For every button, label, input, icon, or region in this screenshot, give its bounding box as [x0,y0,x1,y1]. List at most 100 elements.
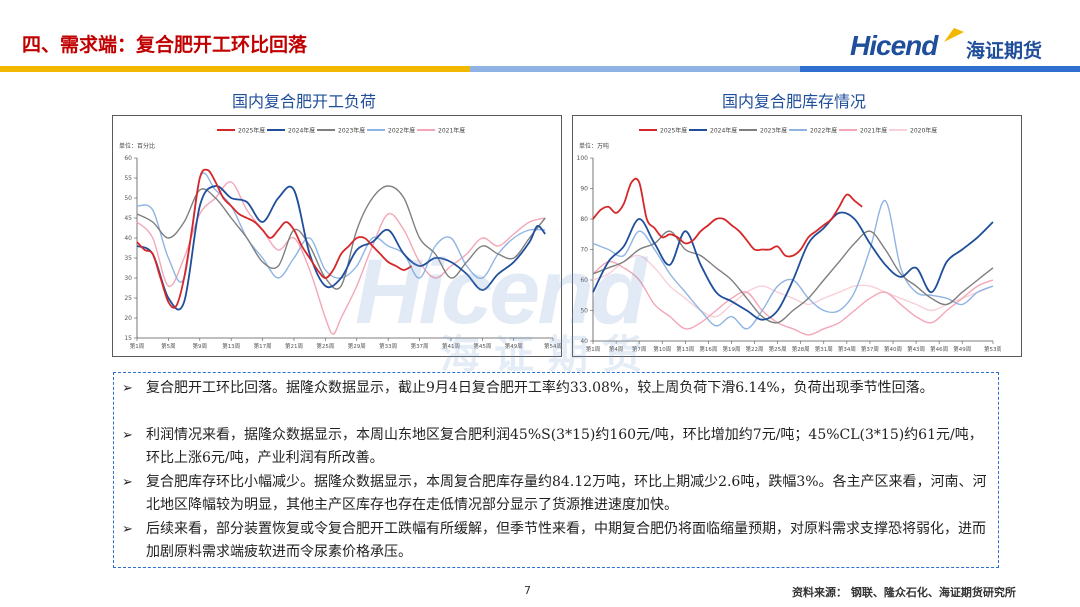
logo-flag-icon [944,28,964,42]
bullet-text: 利润情况来看，据隆众数据显示，本周山东地区复合肥利润45%S(3*15)约160… [146,427,983,466]
x-tick-label: 第7周 [632,345,647,353]
y-tick-label: 55 [124,175,132,182]
legend-label: 2021年度 [438,127,465,135]
arrow-bullet-icon: ➢ [122,475,133,490]
legend-label: 2023年度 [760,127,787,135]
arrow-bullet-icon: ➢ [122,428,133,443]
y-tick-label: 80 [580,216,588,223]
x-tick-label: 第5周 [161,342,176,350]
chart-operating-rate: 单位：百分比 2025年度 2024年度 2023年度 2022年度 2021年度 15 20… [119,127,561,351]
legend-label: 2022年度 [810,127,837,135]
x-tick-label: 第29周 [348,342,366,350]
header-rule-segment [0,66,210,72]
y-tick-label: 100 [577,155,589,162]
x-tick-label: 第16周 [699,345,717,353]
x-tick-label: 第45周 [473,342,491,350]
page-title: 四、需求端：复合肥开工环比回落 [22,34,308,56]
x-tick-label: 第37周 [411,342,429,350]
x-tick-label: 第22周 [746,345,764,353]
y-tick-label: 40 [580,338,588,345]
x-tick-label: 第17周 [254,342,272,350]
legend-label: 2022年度 [388,127,415,135]
x-tick-label: 第28周 [792,345,810,353]
x-tick-label: 第49周 [953,345,971,353]
x-tick-label: 第54周 [544,342,561,350]
source-note: 资料来源： 钢联、隆众石化、海证期货研究所 [792,586,1016,599]
legend-label: 2023年度 [338,127,365,135]
y-tick-label: 25 [124,295,132,302]
bullet-text: 后续来看，部分装置恢复或令复合肥开工跌幅有所缓解，但季节性来看，中期复合肥仍将面… [146,521,986,560]
x-tick-label: 第46周 [930,345,948,353]
x-tick-label: 第41周 [442,342,460,350]
x-tick-label: 第33周 [379,342,397,350]
bullet-item: ➢ 利润情况来看，据隆众数据显示，本周山东地区复合肥利润45%S(3*15)约1… [122,424,992,470]
y-tick-label: 45 [124,215,132,222]
arrow-bullet-icon: ➢ [122,522,133,537]
x-tick-label: 第37周 [861,345,879,353]
series-line [592,254,994,318]
legend-label: 2025年度 [660,127,687,135]
x-tick-label: 第13周 [222,342,240,350]
y-axis-label: 单位：百分比 [119,142,155,150]
bullet-item: ➢ 后续来看，部分装置恢复或令复合肥开工跌幅有所缓解，但季节性来看，中期复合肥仍… [122,518,992,564]
series-line [136,185,546,311]
y-tick-label: 30 [124,275,132,282]
chart-title-inventory: 国内复合肥库存情况 [722,92,867,111]
legend-label: 2021年度 [860,127,887,135]
legend-label: 2020年度 [910,127,937,135]
logo-wordmark: Hicend [850,30,938,61]
analysis-box: ➢ 复合肥开工环比回落。据隆众数据显示，截止9月4日复合肥开工率约33.08%，… [113,372,999,568]
x-tick-label: 第31周 [815,345,833,353]
y-tick-label: 60 [580,277,588,284]
y-tick-label: 70 [580,247,588,254]
header-rule [0,66,1080,72]
series-line [592,199,994,330]
y-tick-label: 90 [580,186,588,193]
series-line [592,260,994,336]
x-tick-label: 第25周 [316,342,334,350]
y-tick-label: 50 [124,195,132,202]
x-tick-label: 第13周 [676,345,694,353]
header-rule-segment [800,66,1080,72]
chart-title-operating-rate: 国内复合肥开工负荷 [232,92,377,111]
x-tick-label: 第53周 [984,345,1001,353]
x-tick-label: 第40周 [884,345,902,353]
bullet-item: ➢ 复合肥开工环比回落。据隆众数据显示，截止9月4日复合肥开工率约33.08%，… [122,377,992,400]
page-number: 7 [524,584,531,597]
y-tick-label: 40 [124,235,132,242]
legend-label: 2025年度 [238,127,265,135]
x-tick-label: 第34周 [838,345,856,353]
x-tick-label: 第1周 [130,342,145,350]
x-tick-label: 第21周 [285,342,303,350]
series-line [592,230,994,324]
series-line [136,181,546,335]
company-logo: Hicend 海证期货 [850,28,1060,66]
x-tick-label: 第1周 [586,345,601,353]
logo-chinese: 海证期货 [966,40,1043,62]
bullet-item: ➢ 复合肥库存环比小幅减少。据隆众数据显示，本周复合肥库存量约84.12万吨，环… [122,471,992,517]
chart-panel-operating-rate: 单位：百分比 2025年度 2024年度 2023年度 2022年度 2021年度 15 20… [112,115,562,357]
y-axis-label: 单位：万吨 [579,142,609,150]
series-line [592,211,994,321]
x-tick-label: 第49周 [505,342,523,350]
y-tick-label: 60 [124,155,132,162]
x-tick-label: 第4周 [609,345,624,353]
chart-panel-inventory: 单位：万吨 2025年度 2024年度 2023年度 2022年度 2021年度 2020年… [572,115,1022,357]
series-line [136,185,546,290]
x-tick-label: 第43周 [907,345,925,353]
bullet-text: 复合肥开工环比回落。据隆众数据显示，截止9月4日复合肥开工率约33.08%，较上… [146,380,934,396]
chart-inventory: 单位：万吨 2025年度 2024年度 2023年度 2022年度 2021年度 2020年… [577,127,1001,354]
x-tick-label: 第10周 [653,345,671,353]
series-line [592,177,863,258]
legend-label: 2024年度 [288,127,315,135]
header-rule-segment [470,66,800,72]
y-tick-label: 20 [124,315,132,322]
series-line [136,168,413,309]
y-tick-label: 15 [124,335,132,342]
header-rule-segment [210,66,470,72]
bullet-text: 复合肥库存环比小幅减少。据隆众数据显示，本周复合肥库存量约84.12万吨，环比上… [146,474,987,513]
x-tick-label: 第25周 [769,345,787,353]
y-tick-label: 50 [580,308,588,315]
x-tick-label: 第19周 [722,345,740,353]
arrow-bullet-icon: ➢ [122,381,133,396]
